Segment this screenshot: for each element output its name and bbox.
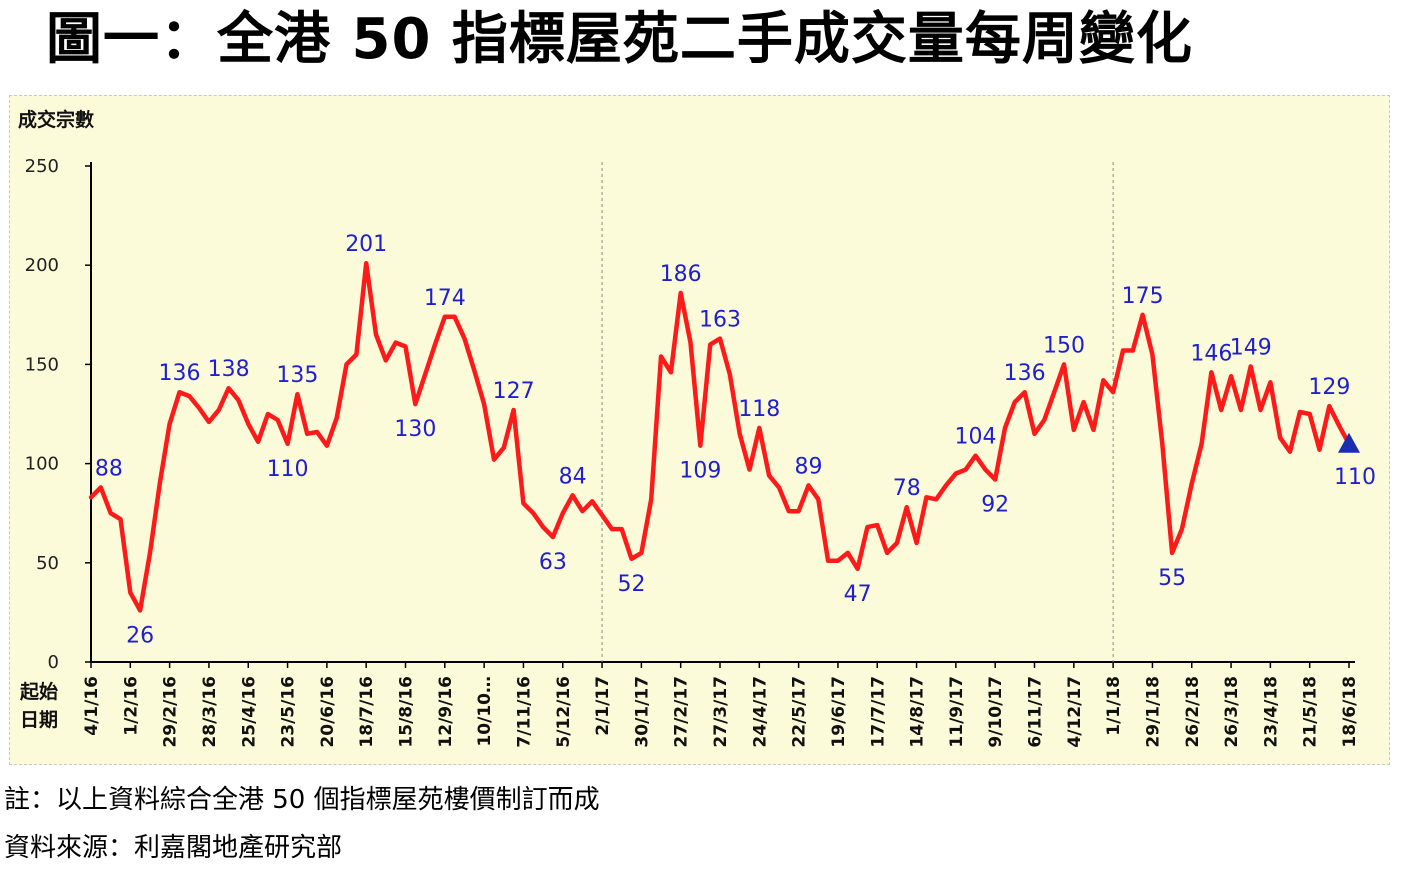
data-label: 89 xyxy=(794,454,822,479)
last-point-marker xyxy=(1338,432,1360,453)
x-tick-label: 23/4/18 xyxy=(1261,676,1281,748)
series-line-group xyxy=(88,260,1360,613)
data-label: 136 xyxy=(1004,361,1046,386)
x-tick-label: 4/12/17 xyxy=(1065,676,1085,748)
x-tick-label: 2/1/17 xyxy=(593,676,613,736)
x-axis-title-line1: 起始 xyxy=(19,680,58,703)
x-tick-label: 20/6/16 xyxy=(318,676,338,748)
x-tick-labels: 4/1/16 1/2/16 29/2/16 28/3/16 25/4/16 23/5/16… xyxy=(82,662,1360,748)
x-tick-label: 6/11/17 xyxy=(1026,676,1046,748)
x-tick-label: 18/6/18 xyxy=(1340,676,1360,748)
data-label: 174 xyxy=(424,286,466,311)
series-line xyxy=(88,260,1352,613)
x-tick-label: 5/12/16 xyxy=(554,676,574,748)
chart-note: 註：以上資料綜合全港 50 個指標屋苑樓價制訂而成 xyxy=(4,785,600,815)
data-label: 150 xyxy=(1043,333,1085,358)
x-tick-label: 15/8/16 xyxy=(397,676,417,748)
data-label: 104 xyxy=(955,425,997,450)
x-tick-label: 29/2/16 xyxy=(161,676,181,748)
data-label: 55 xyxy=(1158,566,1186,591)
chart-area: 成交宗數 0 50 100 150 200 250 起始日期 88 26 136 138 110 135… xyxy=(9,95,1390,765)
y-tick-label: 0 xyxy=(48,652,59,673)
data-label: 129 xyxy=(1308,375,1350,400)
data-label: 118 xyxy=(738,397,780,422)
data-label: 26 xyxy=(126,623,154,648)
data-label: 130 xyxy=(394,417,436,442)
data-label: 201 xyxy=(345,232,387,257)
data-label: 146 xyxy=(1190,341,1232,366)
x-tick-label: 19/6/17 xyxy=(829,676,849,748)
data-label: 127 xyxy=(493,379,535,404)
x-tick-label: 26/2/18 xyxy=(1183,676,1203,748)
data-label: 88 xyxy=(95,456,123,481)
x-axis-title-line2: 日期 xyxy=(20,709,58,731)
data-label: 138 xyxy=(208,357,250,382)
x-tick-label: 27/3/17 xyxy=(711,676,731,748)
page-title: 圖一：全港 50 指標屋苑二手成交量每周變化 xyxy=(46,7,1193,72)
y-tick-label: 150 xyxy=(25,354,59,375)
data-labels: 88 26 136 138 110 135 201 130 174 127 63 84 52 186 109… xyxy=(95,232,1376,648)
x-tick-label: 29/1/18 xyxy=(1143,676,1163,748)
data-label: 163 xyxy=(699,308,741,333)
x-tick-label: 28/3/16 xyxy=(200,676,220,748)
x-tick-label: 1/1/18 xyxy=(1104,676,1124,736)
x-tick-label: 24/4/17 xyxy=(750,676,770,748)
data-label: 149 xyxy=(1230,335,1272,360)
y-tick-label: 50 xyxy=(36,553,59,574)
x-tick-label: 1/2/16 xyxy=(121,676,141,736)
y-axis-title: 成交宗數 xyxy=(18,108,94,131)
data-label: 135 xyxy=(276,363,318,388)
x-tick-label: 27/2/17 xyxy=(672,676,692,748)
x-tick-label: 30/1/17 xyxy=(632,676,652,748)
chart-source: 資料來源：利嘉閣地產研究部 xyxy=(4,833,343,863)
x-tick-label: 23/5/16 xyxy=(279,676,299,748)
x-tick-label: 12/9/16 xyxy=(436,676,456,748)
x-tick-label: 21/5/18 xyxy=(1301,676,1321,748)
x-tick-label: 7/11/16 xyxy=(514,676,534,748)
y-tick-label: 250 xyxy=(25,156,59,177)
data-label: 175 xyxy=(1122,284,1164,309)
x-tick-label: 25/4/16 xyxy=(239,676,259,748)
x-tick-label: 9/10/17 xyxy=(986,676,1006,748)
data-label: 63 xyxy=(539,550,567,575)
x-tick-label: 26/3/18 xyxy=(1222,676,1242,748)
x-tick-label: 17/7/17 xyxy=(868,676,888,748)
x-tick-label: 11/9/17 xyxy=(947,676,967,748)
data-label: 110 xyxy=(1334,465,1376,490)
data-label: 136 xyxy=(158,361,200,386)
data-label: 92 xyxy=(981,492,1009,517)
y-tick-label: 200 xyxy=(25,255,59,276)
data-label: 52 xyxy=(618,572,646,597)
data-label: 109 xyxy=(679,459,721,484)
x-tick-label: 18/7/16 xyxy=(357,676,377,748)
y-tick-label: 100 xyxy=(25,454,59,475)
data-label: 84 xyxy=(559,464,587,489)
x-tick-label: 22/5/17 xyxy=(790,676,810,748)
data-label: 78 xyxy=(893,476,921,501)
data-label: 110 xyxy=(267,457,309,482)
x-tick-label: 14/8/17 xyxy=(908,676,928,748)
data-label: 186 xyxy=(660,262,702,287)
x-tick-label: 4/1/16 xyxy=(82,676,102,736)
data-label: 47 xyxy=(844,582,872,607)
x-tick-label: 10/10… xyxy=(475,676,495,747)
